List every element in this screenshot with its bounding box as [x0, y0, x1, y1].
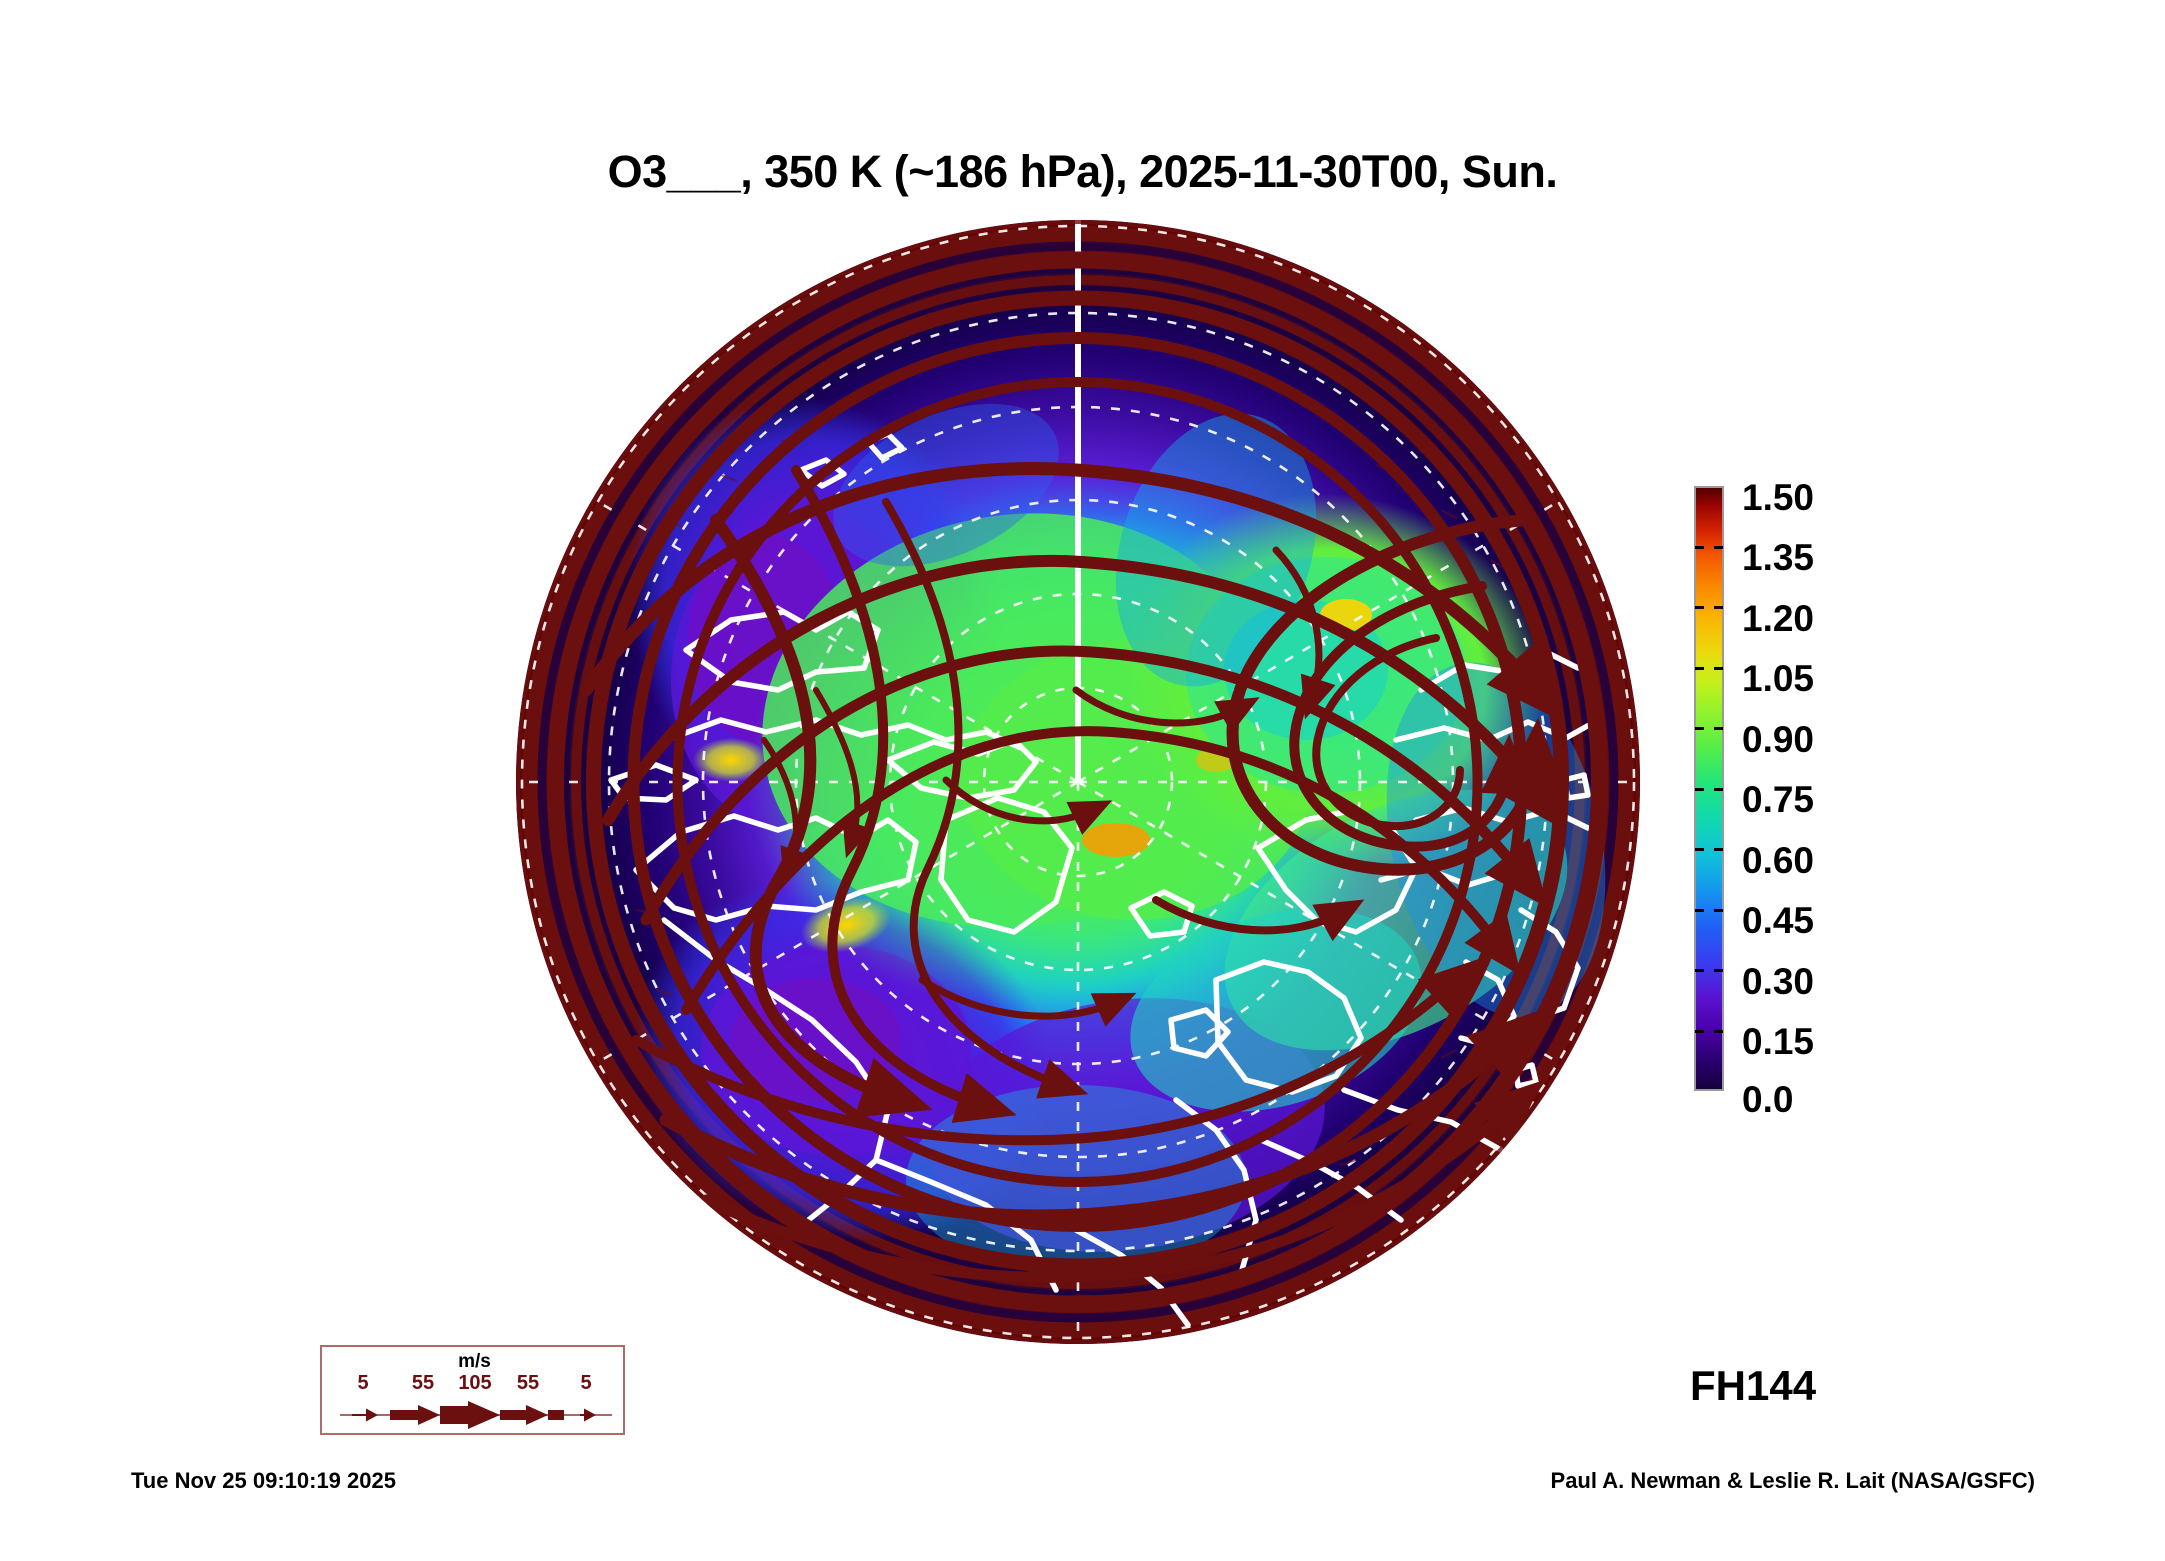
colorbar-tick: [1714, 546, 1723, 549]
colorbar-tick: [1714, 848, 1723, 851]
colorbar-tick: [1714, 606, 1723, 609]
wind-value-2: 55: [411, 1372, 435, 1394]
colorbar-label-10: 0.15: [1742, 1021, 1815, 1062]
colorbar-tick: [1695, 546, 1704, 549]
colorbar-label-11: 0.0: [1742, 1079, 1794, 1120]
colorbar-label-6: 0.75: [1742, 779, 1815, 820]
colorbar-tick: [1695, 788, 1704, 791]
colorbar-label-4: 1.05: [1742, 658, 1815, 699]
colorbar-tick: [1695, 848, 1704, 851]
colorbar-tick: [1714, 1030, 1723, 1033]
globe-disc: [516, 220, 1640, 1344]
colorbar-tick: [1695, 606, 1704, 609]
ozone-field-plot: [516, 220, 1640, 1344]
wind-value-5: 5: [580, 1372, 592, 1394]
colorbar-tick: [1714, 969, 1723, 972]
wind-arrow-scale-icon: [340, 1401, 612, 1429]
wind-value-4: 55: [516, 1372, 540, 1394]
colorbar-tick: [1714, 909, 1723, 912]
wind-streamlines: [547, 251, 1608, 1313]
colorbar-tick: [1714, 667, 1723, 670]
colorbar-tick: [1695, 1030, 1704, 1033]
colorbar-tick: [1695, 909, 1704, 912]
author-credit: Paul A. Newman & Leslie R. Lait (NASA/GS…: [1550, 1468, 2035, 1493]
wind-value-3: 105: [458, 1372, 492, 1394]
wind-vector-specks: [635, 439, 1506, 1297]
colorbar-label-2: 1.35: [1742, 537, 1815, 578]
wind-value-1: 5: [357, 1372, 369, 1394]
wind-speed-legend: m/s 5 55 105 55 5: [320, 1345, 625, 1435]
colorbar-label-3: 1.20: [1742, 598, 1815, 639]
colorbar-label-7: 0.60: [1742, 840, 1815, 881]
colorbar-tick: [1695, 727, 1704, 730]
forecast-hour-label: FH144: [1690, 1362, 1817, 1409]
colorbar-tick: [1695, 667, 1704, 670]
colorbar-label-5: 0.90: [1742, 719, 1815, 760]
generation-timestamp: Tue Nov 25 09:10:19 2025: [131, 1468, 396, 1493]
colorbar-tick: [1695, 969, 1704, 972]
wind-unit-label: m/s: [458, 1351, 491, 1372]
colorbar: 1.50 1.35 1.20 1.05 0.90 0.75 0.60 0.45 …: [1694, 477, 2114, 1120]
page-title: O3___, 350 K (~186 hPa), 2025-11-30T00, …: [607, 146, 1558, 197]
colorbar-tick: [1714, 788, 1723, 791]
colorbar-label-9: 0.30: [1742, 961, 1815, 1002]
colorbar-tick: [1714, 727, 1723, 730]
colorbar-label-8: 0.45: [1742, 900, 1815, 941]
polar-map-panel: [516, 220, 1640, 1344]
colorbar-label-1: 1.50: [1742, 477, 1815, 518]
